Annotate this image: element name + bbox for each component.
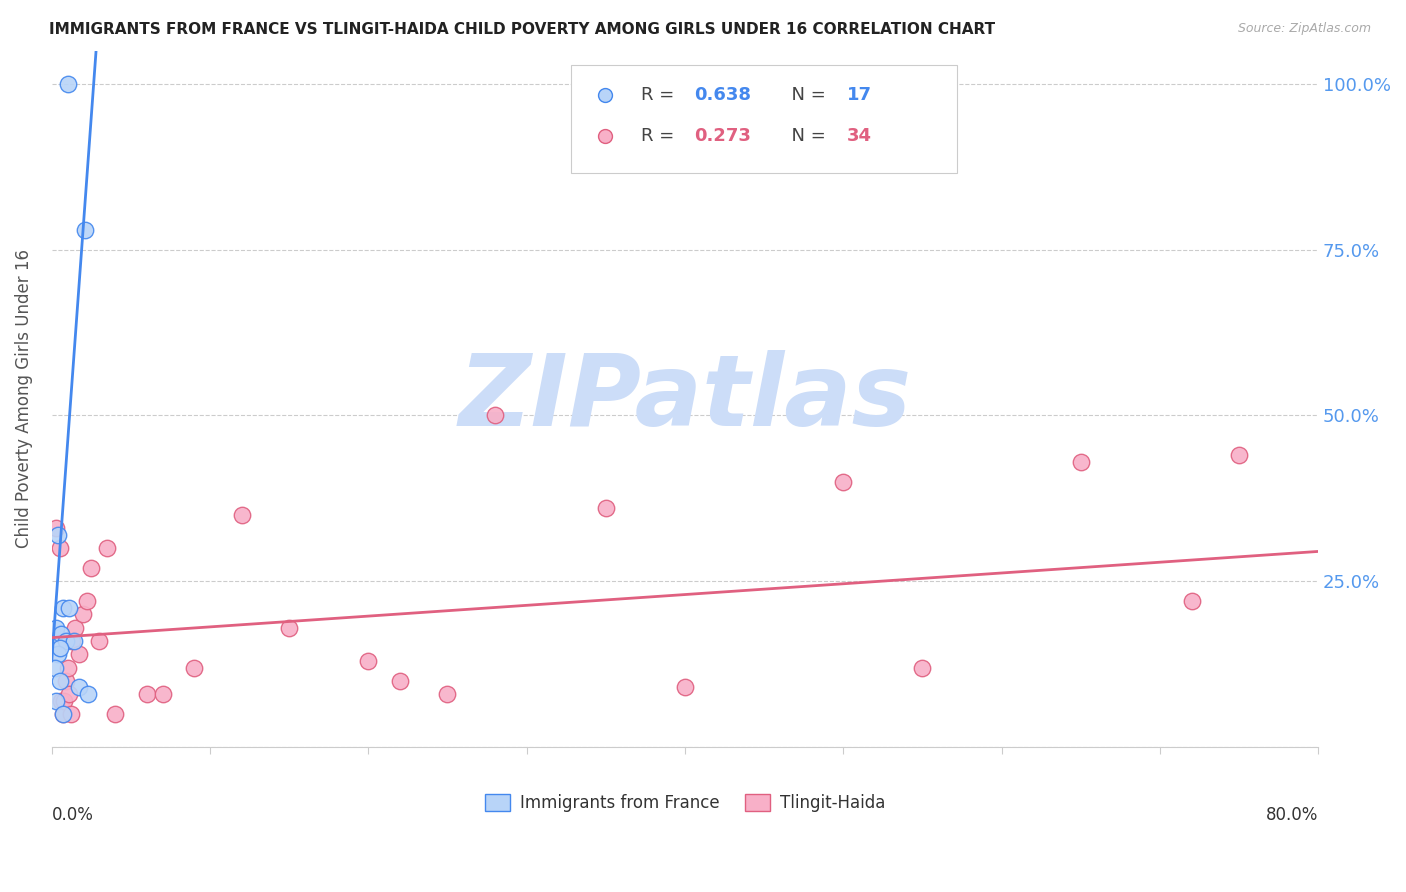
Point [45, 694, 67, 708]
Point [1070, 455, 1092, 469]
Point [89, 634, 111, 648]
Point [58, 600, 80, 615]
Point [55, 673, 77, 688]
Point [51, 627, 73, 641]
Point [65, 621, 87, 635]
Point [67, 681, 90, 695]
Text: 0.638: 0.638 [693, 86, 751, 103]
Point [60, 634, 83, 648]
Point [484, 409, 506, 423]
Point [45, 621, 67, 635]
Point [56, 77, 79, 91]
Point [104, 706, 127, 721]
Point [733, 158, 755, 172]
Point [96, 541, 118, 555]
Text: 34: 34 [846, 128, 872, 145]
Point [77, 687, 100, 701]
Point [1227, 448, 1250, 462]
Point [46, 647, 69, 661]
Point [357, 654, 380, 668]
Point [388, 673, 411, 688]
Point [67, 647, 90, 661]
FancyBboxPatch shape [571, 64, 957, 172]
Point [152, 687, 174, 701]
Text: 0.0%: 0.0% [52, 806, 94, 824]
Point [80, 561, 103, 575]
Point [58, 687, 80, 701]
Point [52, 706, 75, 721]
Point [733, 119, 755, 133]
Point [48, 640, 70, 655]
Text: N =: N = [780, 86, 831, 103]
Point [44, 660, 66, 674]
Text: Source: ZipAtlas.com: Source: ZipAtlas.com [1237, 22, 1371, 36]
Text: 17: 17 [846, 86, 872, 103]
Point [72, 607, 94, 622]
Point [51, 694, 73, 708]
Point [595, 501, 617, 516]
Point [832, 475, 855, 489]
Point [278, 621, 301, 635]
Point [56, 660, 79, 674]
Point [59, 706, 82, 721]
Point [183, 660, 205, 674]
Point [231, 508, 253, 522]
Point [76, 594, 98, 608]
Legend: Immigrants from France, Tlingit-Haida: Immigrants from France, Tlingit-Haida [478, 788, 891, 819]
Point [46, 528, 69, 542]
Point [48, 541, 70, 555]
Point [45, 521, 67, 535]
Point [63, 634, 86, 648]
Y-axis label: Child Poverty Among Girls Under 16: Child Poverty Among Girls Under 16 [15, 250, 32, 549]
Text: 0.273: 0.273 [693, 128, 751, 145]
Point [911, 660, 934, 674]
Text: R =: R = [641, 86, 679, 103]
Point [52, 706, 75, 721]
Text: IMMIGRANTS FROM FRANCE VS TLINGIT-HAIDA CHILD POVERTY AMONG GIRLS UNDER 16 CORRE: IMMIGRANTS FROM FRANCE VS TLINGIT-HAIDA … [49, 22, 995, 37]
Point [436, 687, 458, 701]
Point [73, 223, 96, 237]
Text: 80.0%: 80.0% [1265, 806, 1319, 824]
Point [48, 673, 70, 688]
Text: R =: R = [641, 128, 679, 145]
Point [135, 687, 157, 701]
Point [55, 634, 77, 648]
Text: N =: N = [780, 128, 831, 145]
Point [52, 600, 75, 615]
Text: ZIPatlas: ZIPatlas [458, 351, 911, 448]
Point [673, 681, 696, 695]
Point [53, 694, 76, 708]
Point [1180, 594, 1202, 608]
